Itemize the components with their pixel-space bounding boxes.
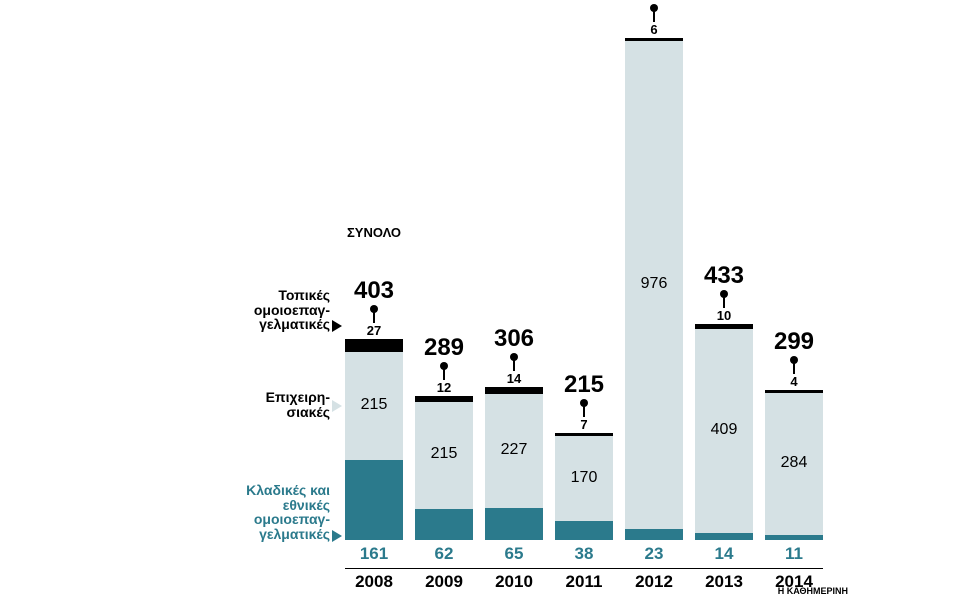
bar-segment-top	[555, 433, 613, 437]
value-middle: 976	[624, 275, 684, 293]
value-total: 289	[409, 334, 479, 362]
year-label: 2014	[764, 572, 824, 592]
value-bottom: 65	[484, 544, 544, 564]
total-pin-dot	[510, 353, 518, 361]
value-top: 7	[554, 417, 614, 432]
bar-segment-top	[485, 387, 543, 394]
year-label: 2008	[344, 572, 404, 592]
total-pin-dot	[370, 305, 378, 313]
bar-segment-top	[765, 390, 823, 393]
bar-segment-bottom	[765, 535, 823, 541]
value-total: 403	[339, 277, 409, 305]
year-label: 2010	[484, 572, 544, 592]
bar-segment-top	[625, 38, 683, 41]
bar-segment-bottom	[555, 521, 613, 540]
year-label: 2009	[414, 572, 474, 592]
value-top: 27	[344, 323, 404, 338]
bar-segment-top	[695, 324, 753, 329]
bar-segment-bottom	[695, 533, 753, 540]
total-pin-dot	[650, 4, 658, 12]
year-label: 2013	[694, 572, 754, 592]
value-total: 299	[759, 328, 829, 356]
legend-top-label: Τοπικές ομοιοεπαγ- γελματικές	[215, 288, 330, 332]
bar-segment-bottom	[485, 508, 543, 541]
value-bottom: 11	[764, 544, 824, 564]
value-top: 10	[694, 308, 754, 323]
value-middle: 409	[694, 421, 754, 439]
bar-segment-bottom	[415, 509, 473, 540]
legend-middle-label: Επιχειρη- σιακές	[235, 390, 330, 419]
value-top: 14	[484, 371, 544, 386]
bar-segment-top	[345, 339, 403, 353]
bar-segment-bottom	[345, 460, 403, 541]
legend-middle-pointer	[332, 400, 342, 412]
bar-segment-bottom	[625, 529, 683, 541]
legend-bottom-label: Κλαδικές και εθνικές ομοιοεπαγ- γελματικ…	[215, 483, 330, 542]
value-bottom: 23	[624, 544, 684, 564]
year-label: 2011	[554, 572, 614, 592]
value-middle: 170	[554, 469, 614, 487]
value-middle: 215	[344, 396, 404, 414]
total-pin-dot	[440, 362, 448, 370]
value-top: 4	[764, 374, 824, 389]
value-middle: 284	[764, 454, 824, 472]
bar-segment-top	[415, 396, 473, 402]
value-middle: 227	[484, 441, 544, 459]
value-top: 6	[624, 22, 684, 37]
year-label: 2012	[624, 572, 684, 592]
baseline-rule	[345, 568, 823, 569]
value-bottom: 161	[344, 544, 404, 564]
total-pin-dot	[790, 356, 798, 364]
value-middle: 215	[414, 445, 474, 463]
value-total: 306	[479, 325, 549, 353]
total-pin-dot	[580, 399, 588, 407]
value-bottom: 38	[554, 544, 614, 564]
value-bottom: 62	[414, 544, 474, 564]
value-top: 12	[414, 380, 474, 395]
legend-top-pointer	[332, 320, 342, 332]
value-total: 433	[689, 262, 759, 290]
legend-bottom-pointer	[332, 530, 342, 542]
total-word: ΣΥΝΟΛΟ	[339, 225, 409, 240]
value-total: 1.005	[619, 0, 689, 4]
value-bottom: 14	[694, 544, 754, 564]
total-pin-dot	[720, 290, 728, 298]
value-total: 215	[549, 371, 619, 399]
